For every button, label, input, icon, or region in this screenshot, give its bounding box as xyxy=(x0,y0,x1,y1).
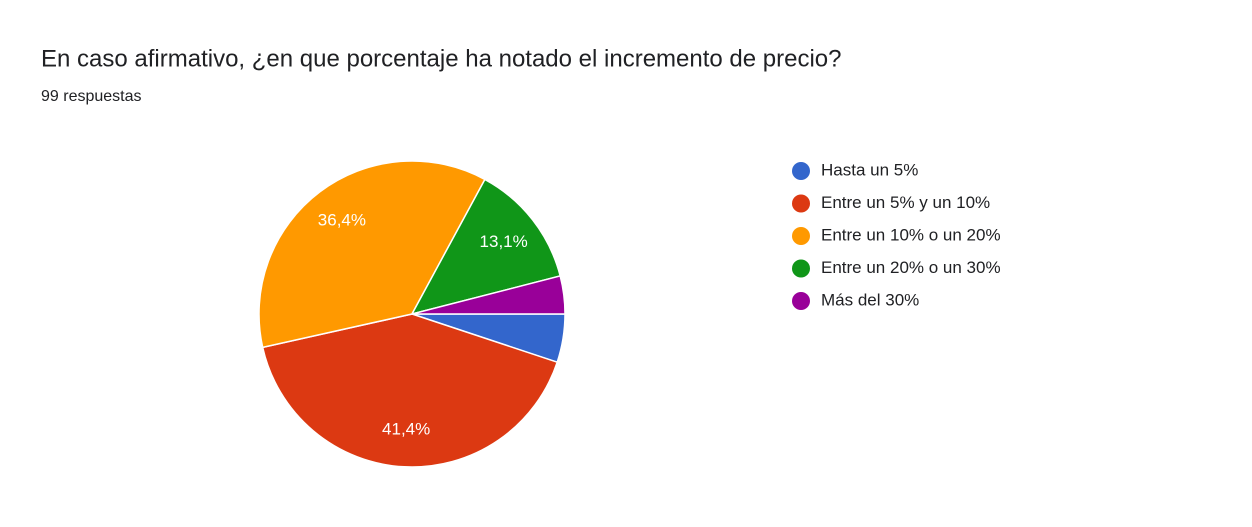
legend-marker xyxy=(792,162,810,180)
legend-label: Entre un 10% o un 20% xyxy=(821,225,1001,244)
chart-subtitle: 99 respuestas xyxy=(41,88,142,105)
legend-label: Hasta un 5% xyxy=(821,160,918,179)
chart-title: En caso afirmativo, ¿en que porcentaje h… xyxy=(41,45,841,72)
legend-marker xyxy=(792,227,810,245)
legend-label: Entre un 5% y un 10% xyxy=(821,193,990,212)
legend-marker xyxy=(792,259,810,278)
legend-label: Entre un 20% o un 30% xyxy=(821,258,1001,277)
pie-slice xyxy=(411,275,566,315)
slice-label: 13,1% xyxy=(480,232,528,251)
legend-marker xyxy=(792,292,810,310)
slice-label: 36,4% xyxy=(318,211,366,230)
legend-marker xyxy=(792,194,810,213)
pie-slice xyxy=(258,160,486,349)
legend-label: Más del 30% xyxy=(821,290,919,309)
slice-label: 41,4% xyxy=(382,420,430,439)
pie-slice xyxy=(261,313,559,468)
pie-slice xyxy=(410,178,562,316)
